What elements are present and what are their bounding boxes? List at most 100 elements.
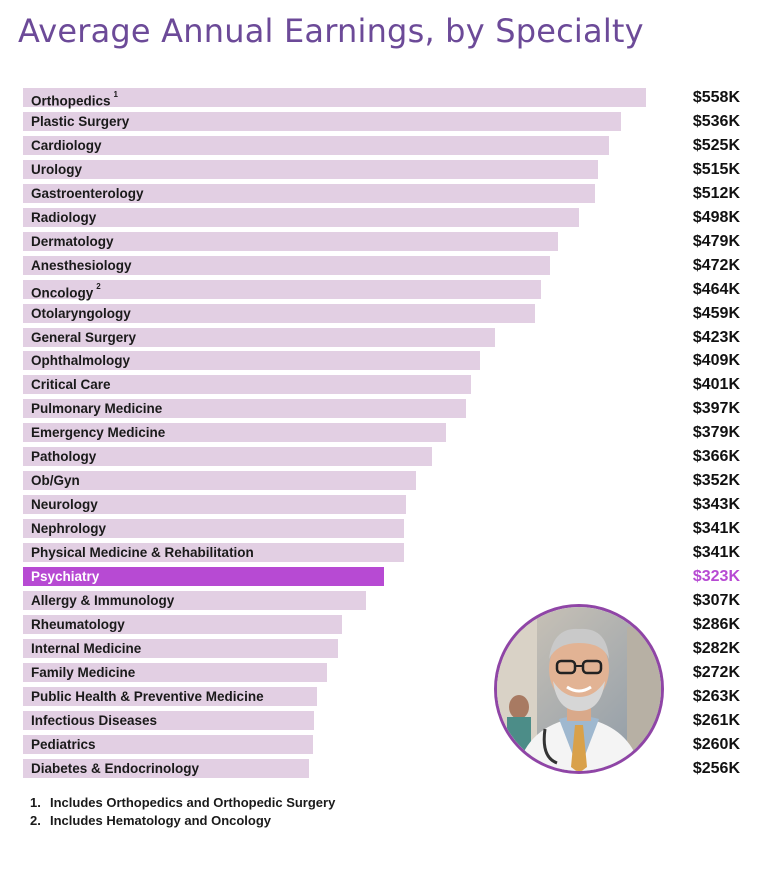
category-text: Pulmonary Medicine [31, 401, 163, 417]
value-label: $423K [692, 328, 740, 346]
category-text: Otolaryngology [31, 305, 131, 321]
value-label: $512K [692, 184, 740, 202]
value-label: $498K [692, 208, 740, 226]
bar [23, 159, 598, 179]
bar-row: Critical Care $401K [0, 373, 768, 397]
value-label: $307K [692, 591, 740, 609]
value-label: $515K [692, 160, 740, 178]
doctor-portrait-image [497, 607, 661, 771]
bar-row: Otolaryngology $459K [0, 302, 768, 326]
footnote-number: 2. [30, 813, 41, 828]
category-text: Pathology [31, 449, 97, 465]
value-label: $323K [692, 568, 740, 585]
bar-row: Diabetes & Endocrinology $256K [0, 757, 768, 781]
category-label: Pathology [31, 448, 96, 466]
bar [23, 375, 471, 395]
bar-row: Nephrology $341K [0, 517, 768, 541]
value-label: $459K [692, 304, 740, 322]
footnote-mark: 2 [96, 281, 101, 291]
bar [23, 399, 466, 419]
category-label: Family Medicine [31, 664, 135, 682]
value-label: $263K [692, 687, 740, 705]
category-text: Pediatrics [31, 736, 96, 752]
bar [23, 111, 621, 131]
bar [23, 614, 342, 634]
bar [23, 590, 366, 610]
category-text: General Surgery [31, 329, 137, 345]
category-text: Ob/Gyn [31, 473, 80, 489]
bar [23, 351, 480, 371]
category-label: Critical Care [31, 376, 111, 394]
category-text: Rheumatology [31, 616, 125, 632]
bar-row: Rheumatology $286K [0, 613, 768, 637]
bar [23, 447, 432, 467]
bar-row: Gastroenterology $512K [0, 182, 768, 206]
bar-row: Allergy & Immunology $307K [0, 589, 768, 613]
category-label: Public Health & Preventive Medicine [31, 688, 264, 706]
value-label: $558K [692, 89, 740, 106]
category-text: Orthopedics [31, 93, 111, 109]
category-text: Dermatology [31, 233, 114, 249]
category-label: Physical Medicine & Rehabilitation [31, 544, 254, 562]
category-label: Oncology 2 [31, 281, 101, 303]
category-text: Neurology [31, 497, 98, 513]
bar-row: Neurology $343K [0, 493, 768, 517]
bar-row: Ob/Gyn $352K [0, 469, 768, 493]
bar-row: Pulmonary Medicine $397K [0, 397, 768, 421]
category-label: General Surgery [31, 329, 136, 347]
bar [23, 734, 313, 754]
category-label: Radiology [31, 209, 96, 227]
category-text: Critical Care [31, 377, 111, 393]
bar-row: Dermatology $479K [0, 230, 768, 254]
category-text: Oncology [31, 285, 94, 301]
category-text: Emergency Medicine [31, 425, 166, 441]
bar [23, 231, 558, 251]
bar-row: Radiology $498K [0, 206, 768, 230]
category-label: Pulmonary Medicine [31, 400, 162, 418]
category-text: Infectious Diseases [31, 712, 158, 728]
category-text: Public Health & Preventive Medicine [31, 688, 264, 704]
category-text: Urology [31, 161, 83, 177]
bar [23, 279, 541, 299]
value-label: $260K [692, 735, 740, 753]
bar-row: Pediatrics $260K [0, 733, 768, 757]
bar-row: Anesthesiology $472K [0, 254, 768, 278]
bar [23, 495, 406, 515]
category-text: Internal Medicine [31, 640, 142, 656]
bar [23, 710, 314, 730]
footnote-2: 2. Includes Hematology and Oncology [30, 812, 335, 830]
bar-row: Physical Medicine & Rehabilitation $341K [0, 541, 768, 565]
bar-row: Infectious Diseases $261K [0, 709, 768, 733]
bar [23, 423, 446, 443]
bar [23, 567, 384, 586]
category-label: Plastic Surgery [31, 113, 129, 131]
category-label: Diabetes & Endocrinology [31, 760, 199, 778]
category-text: Family Medicine [31, 664, 136, 680]
category-text: Cardiology [31, 137, 102, 153]
category-label: Cardiology [31, 137, 102, 155]
value-label: $341K [692, 520, 740, 538]
bar-row: Ophthalmology $409K [0, 349, 768, 373]
value-label: $401K [692, 376, 740, 394]
bar-row: Emergency Medicine $379K [0, 421, 768, 445]
bar [23, 88, 646, 107]
category-label: Ophthalmology [31, 352, 130, 370]
bar-row: Urology $515K [0, 158, 768, 182]
category-label: Nephrology [31, 520, 106, 538]
bar [23, 303, 535, 323]
value-label: $536K [692, 112, 740, 130]
bar-row: Public Health & Preventive Medicine $263K [0, 685, 768, 709]
footnote-1: 1. Includes Orthopedics and Orthopedic Su… [30, 794, 335, 812]
bar [23, 758, 309, 778]
footnotes: 1. Includes Orthopedics and Orthopedic Su… [30, 794, 335, 830]
bar-row: Pathology $366K [0, 445, 768, 469]
category-text: Plastic Surgery [31, 113, 130, 129]
category-label: Ob/Gyn [31, 472, 80, 490]
category-text: Physical Medicine & Rehabilitation [31, 545, 254, 561]
category-label: Urology [31, 161, 82, 179]
footnote-text: Includes Orthopedics and Orthopedic Surg… [50, 795, 336, 810]
value-label: $525K [692, 136, 740, 154]
category-label: Allergy & Immunology [31, 592, 174, 610]
category-label: Orthopedics 1 [31, 89, 118, 111]
category-label: Emergency Medicine [31, 424, 165, 442]
